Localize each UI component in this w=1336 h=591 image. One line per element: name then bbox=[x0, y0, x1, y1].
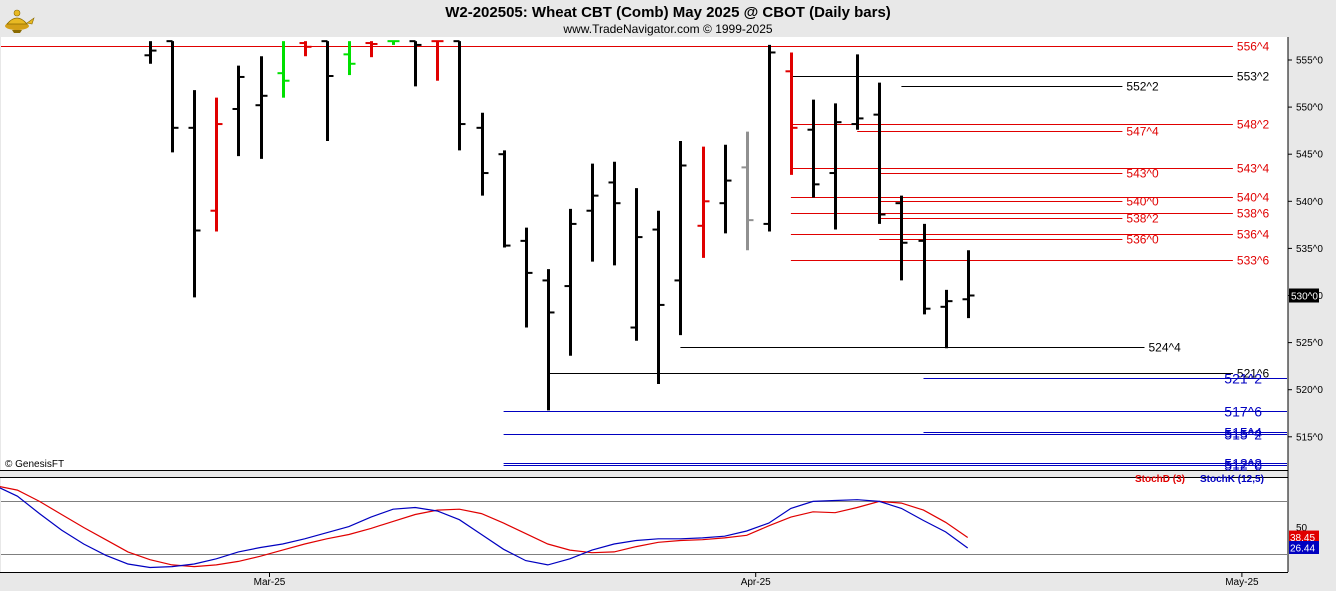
ohlc-bar bbox=[918, 223, 931, 315]
level-label: 548^2 bbox=[1237, 118, 1270, 132]
y-tick-label: 525^0 bbox=[1296, 338, 1323, 349]
ohlc-bar bbox=[387, 40, 400, 45]
last-price-box bbox=[1289, 288, 1319, 303]
chart-title: W2-202505: Wheat CBT (Comb) May 2025 @ C… bbox=[445, 4, 891, 21]
ohlc-bar bbox=[763, 44, 776, 232]
ohlc-bar bbox=[188, 90, 201, 298]
ohlc-bar bbox=[741, 131, 754, 251]
ohlc-bar bbox=[962, 250, 975, 319]
level-label: 536^4 bbox=[1237, 228, 1270, 242]
level-label: 538^6 bbox=[1237, 207, 1270, 221]
ohlc-bar bbox=[542, 269, 555, 411]
y-tick-label: 540^0 bbox=[1296, 197, 1323, 208]
level-label: 512^0 bbox=[1224, 458, 1262, 474]
level-label: 543^0 bbox=[1126, 167, 1159, 181]
ohlc-bar bbox=[785, 52, 798, 175]
ohlc-bar bbox=[277, 41, 290, 98]
y-tick-label: 550^0 bbox=[1296, 103, 1323, 114]
ohlc-bar bbox=[851, 54, 864, 130]
y-tick-label: 515^0 bbox=[1296, 432, 1323, 443]
ohlc-bar bbox=[299, 41, 312, 57]
level-label: 543^4 bbox=[1237, 162, 1270, 176]
stoch-value-box bbox=[1289, 540, 1319, 554]
ohlc-bar bbox=[365, 41, 378, 58]
level-label: 512^2 bbox=[1224, 456, 1262, 472]
chart-subtitle: www.TradeNavigator.com © 1999-2025 bbox=[562, 22, 772, 36]
y-tick-label: 535^0 bbox=[1296, 244, 1323, 255]
level-label: 540^0 bbox=[1126, 195, 1159, 209]
ohlc-bar bbox=[829, 103, 842, 230]
x-axis: Mar-25 Apr-25 May-25 bbox=[254, 572, 1259, 588]
x-tick-label: Apr-25 bbox=[741, 577, 771, 588]
ohlc-bar bbox=[409, 40, 422, 87]
ohlc-bar bbox=[630, 188, 643, 341]
x-tick-label: Mar-25 bbox=[254, 577, 286, 588]
ohlc-bar bbox=[453, 40, 466, 151]
level-label: 521^2 bbox=[1224, 371, 1262, 387]
level-label: 521^6 bbox=[1237, 367, 1270, 381]
ohlc-bar bbox=[697, 146, 710, 258]
level-label: 553^2 bbox=[1237, 70, 1270, 84]
ohlc-bar bbox=[476, 112, 489, 196]
stoch-value-label: 38.45 bbox=[1290, 533, 1315, 544]
level-label: 540^4 bbox=[1237, 191, 1270, 205]
level-label: 533^6 bbox=[1237, 254, 1270, 268]
y-tick-label: 545^0 bbox=[1296, 150, 1323, 161]
ohlc-bar bbox=[586, 163, 599, 262]
level-label: 536^0 bbox=[1126, 233, 1159, 247]
ohlc-bar bbox=[520, 227, 533, 328]
ohlc-bar bbox=[255, 56, 268, 159]
ohlc-bar bbox=[895, 195, 908, 281]
ohlc-bar bbox=[873, 82, 886, 224]
ohlc-bar bbox=[144, 41, 157, 64]
level-label: 538^2 bbox=[1126, 212, 1159, 226]
stoch-plot-area bbox=[1, 477, 1288, 572]
ohlc-bar bbox=[652, 210, 665, 385]
ohlc-bar bbox=[210, 97, 223, 232]
price-bars bbox=[144, 40, 975, 411]
ohlc-bar bbox=[807, 99, 820, 198]
ohlc-bar bbox=[564, 208, 577, 356]
stoch-series-line bbox=[0, 487, 969, 569]
x-tick-label: May-25 bbox=[1225, 577, 1259, 588]
ohlc-bar bbox=[232, 65, 245, 157]
ohlc-bar bbox=[498, 150, 511, 248]
y-tick-label: 520^0 bbox=[1296, 385, 1323, 396]
level-label: 552^2 bbox=[1126, 80, 1159, 94]
level-label: 517^6 bbox=[1224, 404, 1262, 420]
ohlc-bar bbox=[321, 40, 334, 142]
ohlc-bar bbox=[166, 40, 179, 153]
level-label: 515^2 bbox=[1224, 427, 1262, 443]
stoch-series-line bbox=[0, 486, 969, 568]
level-label: 515^4 bbox=[1224, 425, 1262, 441]
stoch-value-label: 26.44 bbox=[1290, 543, 1315, 554]
stoch-legend-entry: StochK (12,5) bbox=[1200, 474, 1264, 485]
stoch-legend-entry: StochD (3) bbox=[1135, 474, 1185, 485]
copyright-label: © GenesisFT bbox=[5, 459, 64, 470]
last-price-label: 530^0 bbox=[1291, 292, 1318, 303]
stoch-value-box bbox=[1289, 530, 1319, 544]
ohlc-bar bbox=[940, 289, 953, 349]
ohlc-bar bbox=[343, 41, 356, 76]
price-levels: 556^4 553^2 552^2 548^2 547^4 543^4 543^0 540^4… bbox=[1, 40, 1287, 474]
y-tick-label: 555^0 bbox=[1296, 56, 1323, 67]
ohlc-bar bbox=[431, 40, 444, 81]
level-label: 547^4 bbox=[1126, 125, 1159, 139]
ohlc-bar bbox=[719, 144, 732, 234]
stoch-y-tick-label: 50 bbox=[1296, 523, 1308, 534]
genie-lamp-icon[interactable] bbox=[5, 9, 35, 33]
level-label: 524^4 bbox=[1149, 341, 1182, 355]
ohlc-bar bbox=[608, 161, 621, 266]
ohlc-bar bbox=[674, 141, 687, 336]
price-y-axis: 515^0 520^0 525^0 530^0 535^0 540^0 545^0 550^0… bbox=[1288, 56, 1323, 443]
level-label: 556^4 bbox=[1237, 40, 1270, 54]
